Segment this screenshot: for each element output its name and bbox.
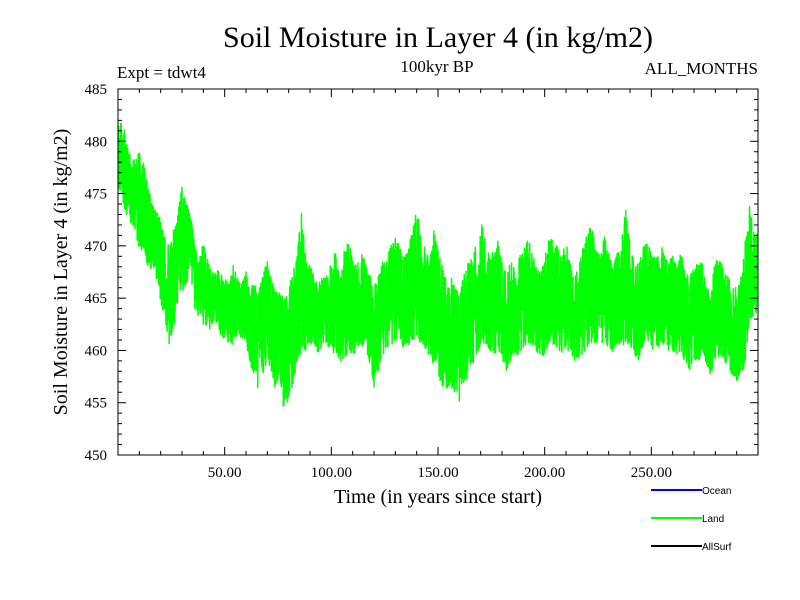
legend-label-allsurf: AllSurf — [702, 542, 732, 553]
y-tick-label-485: 485 — [85, 82, 108, 98]
y-tick-label-465: 465 — [85, 291, 108, 307]
x-tick-label-50.00: 50.00 — [208, 465, 242, 481]
y-tick-label-460: 460 — [85, 343, 108, 359]
y-tick-label-470: 470 — [85, 239, 108, 255]
x-tick-label-250.00: 250.00 — [631, 465, 672, 481]
months-label: ALL_MONTHS — [645, 59, 758, 78]
plot-area: 450 455 460 465 470 475 480 485 50.00 100.00 150.0… — [85, 82, 759, 481]
experiment-label: Expt = tdwt4 — [117, 63, 206, 82]
x-tick-label-200.00: 200.00 — [524, 465, 565, 481]
y-tick-label-475: 475 — [85, 187, 108, 203]
y-tick-label-455: 455 — [85, 396, 108, 412]
legend-label-land: Land — [702, 514, 724, 525]
legend: Ocean Land AllSurf — [651, 486, 732, 553]
series-layer — [118, 122, 758, 407]
ticks-layer: 450 455 460 465 470 475 480 485 50.00 100.00 150.0… — [85, 82, 758, 481]
y-tick-label-450: 450 — [85, 448, 108, 464]
y-axis-label: Soil Moisture in Layer 4 (in kg/m2) — [50, 129, 72, 416]
x-axis-label: Time (in years since start) — [334, 486, 542, 508]
period-label: 100kyr BP — [400, 57, 473, 76]
x-tick-label-150.00: 150.00 — [417, 465, 458, 481]
y-tick-label-480: 480 — [85, 134, 108, 150]
x-tick-label-100.00: 100.00 — [311, 465, 352, 481]
land-series-line — [118, 122, 758, 407]
legend-label-ocean: Ocean — [702, 486, 731, 497]
chart-title: Soil Moisture in Layer 4 (in kg/m2) — [223, 21, 653, 54]
